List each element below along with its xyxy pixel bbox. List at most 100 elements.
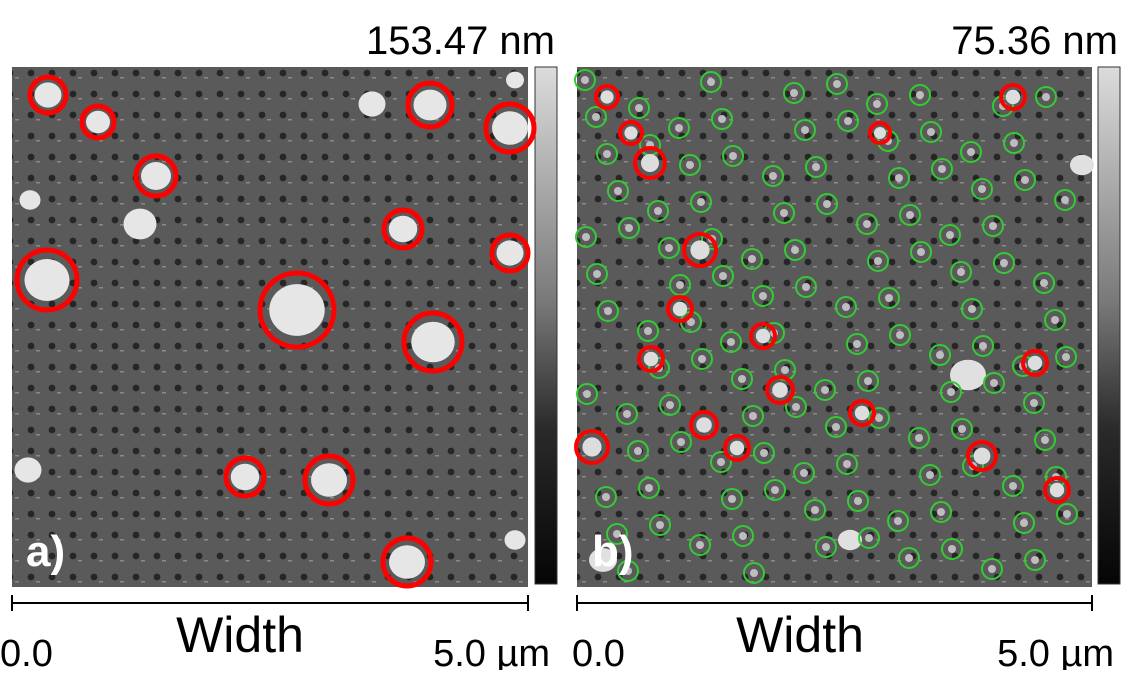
marker (908, 427, 930, 449)
marker (1003, 132, 1025, 154)
particle (791, 246, 799, 254)
particle (411, 321, 455, 363)
particle (896, 331, 904, 339)
marker (847, 490, 869, 512)
particle (916, 91, 924, 99)
particle (801, 126, 809, 134)
marker (1002, 475, 1024, 497)
particle (927, 128, 935, 136)
particle (811, 506, 819, 514)
marker (597, 300, 619, 322)
particle (686, 161, 694, 169)
marker (848, 399, 876, 427)
marker (982, 215, 1004, 237)
particle (656, 521, 664, 529)
marker (723, 434, 751, 462)
marker (617, 560, 639, 582)
marker (741, 248, 763, 270)
marker (710, 451, 732, 473)
particle (358, 91, 386, 117)
particle (936, 351, 944, 359)
particle (822, 543, 830, 551)
particle (894, 517, 902, 525)
marker (909, 84, 931, 106)
particle (492, 111, 528, 145)
particle (1000, 259, 1008, 267)
particle (582, 233, 590, 241)
marker (856, 213, 878, 235)
marker (858, 527, 880, 549)
particle (602, 493, 610, 501)
marker (866, 93, 888, 115)
particle (624, 567, 632, 575)
marker (1014, 169, 1036, 191)
marker (628, 97, 650, 119)
marker (981, 558, 1003, 580)
marker (682, 232, 718, 268)
particle (895, 174, 903, 182)
marker (14, 247, 80, 313)
marker (1034, 429, 1056, 451)
panel-label: b) (592, 527, 634, 576)
marker (743, 562, 765, 584)
marker (898, 547, 920, 569)
particle (1027, 355, 1043, 371)
afm-image (12, 67, 528, 587)
marker (618, 217, 640, 239)
particle (865, 534, 873, 542)
particle (853, 340, 861, 348)
particle (1031, 556, 1039, 564)
marker (1056, 503, 1078, 525)
marker (814, 379, 836, 401)
particle (623, 410, 631, 418)
particle (141, 162, 171, 190)
marker (765, 375, 795, 405)
particle (739, 532, 747, 540)
particle (1051, 316, 1059, 324)
marker (627, 440, 649, 462)
particle (717, 458, 725, 466)
marker (1021, 349, 1049, 377)
color-bar (534, 66, 558, 585)
particle (978, 185, 986, 193)
axis-title: Width (176, 607, 304, 663)
particle (905, 554, 913, 562)
marker (794, 119, 816, 141)
marker (79, 103, 117, 141)
marker (700, 71, 722, 93)
particle (885, 294, 893, 302)
particle (1041, 436, 1049, 444)
particle (1062, 353, 1070, 361)
particle (873, 100, 881, 108)
marker (826, 73, 848, 95)
marker (380, 535, 434, 589)
particle (641, 154, 659, 172)
marker (679, 154, 701, 176)
particle (874, 127, 886, 139)
marker (960, 141, 982, 163)
marker (784, 239, 806, 261)
marker (899, 204, 921, 226)
axis-start: 0.0 (572, 633, 625, 670)
particle (589, 548, 617, 572)
particle (727, 338, 735, 346)
particle (389, 545, 425, 579)
particle (413, 89, 447, 121)
particle (729, 152, 737, 160)
marker (931, 158, 953, 180)
particle (749, 412, 757, 420)
panel-b: 75.36 nm b) Width 0.0 5.0 µm (572, 19, 1121, 675)
marker (993, 252, 1015, 274)
marker (670, 431, 692, 453)
particle (1010, 139, 1018, 147)
marker (711, 108, 733, 130)
particle (1009, 482, 1017, 490)
marker (594, 84, 620, 110)
marker (257, 270, 337, 350)
particle (771, 486, 779, 494)
particle (624, 126, 638, 140)
particle (1020, 519, 1028, 527)
marker (618, 120, 644, 146)
particle (838, 529, 862, 551)
marker (659, 394, 681, 416)
